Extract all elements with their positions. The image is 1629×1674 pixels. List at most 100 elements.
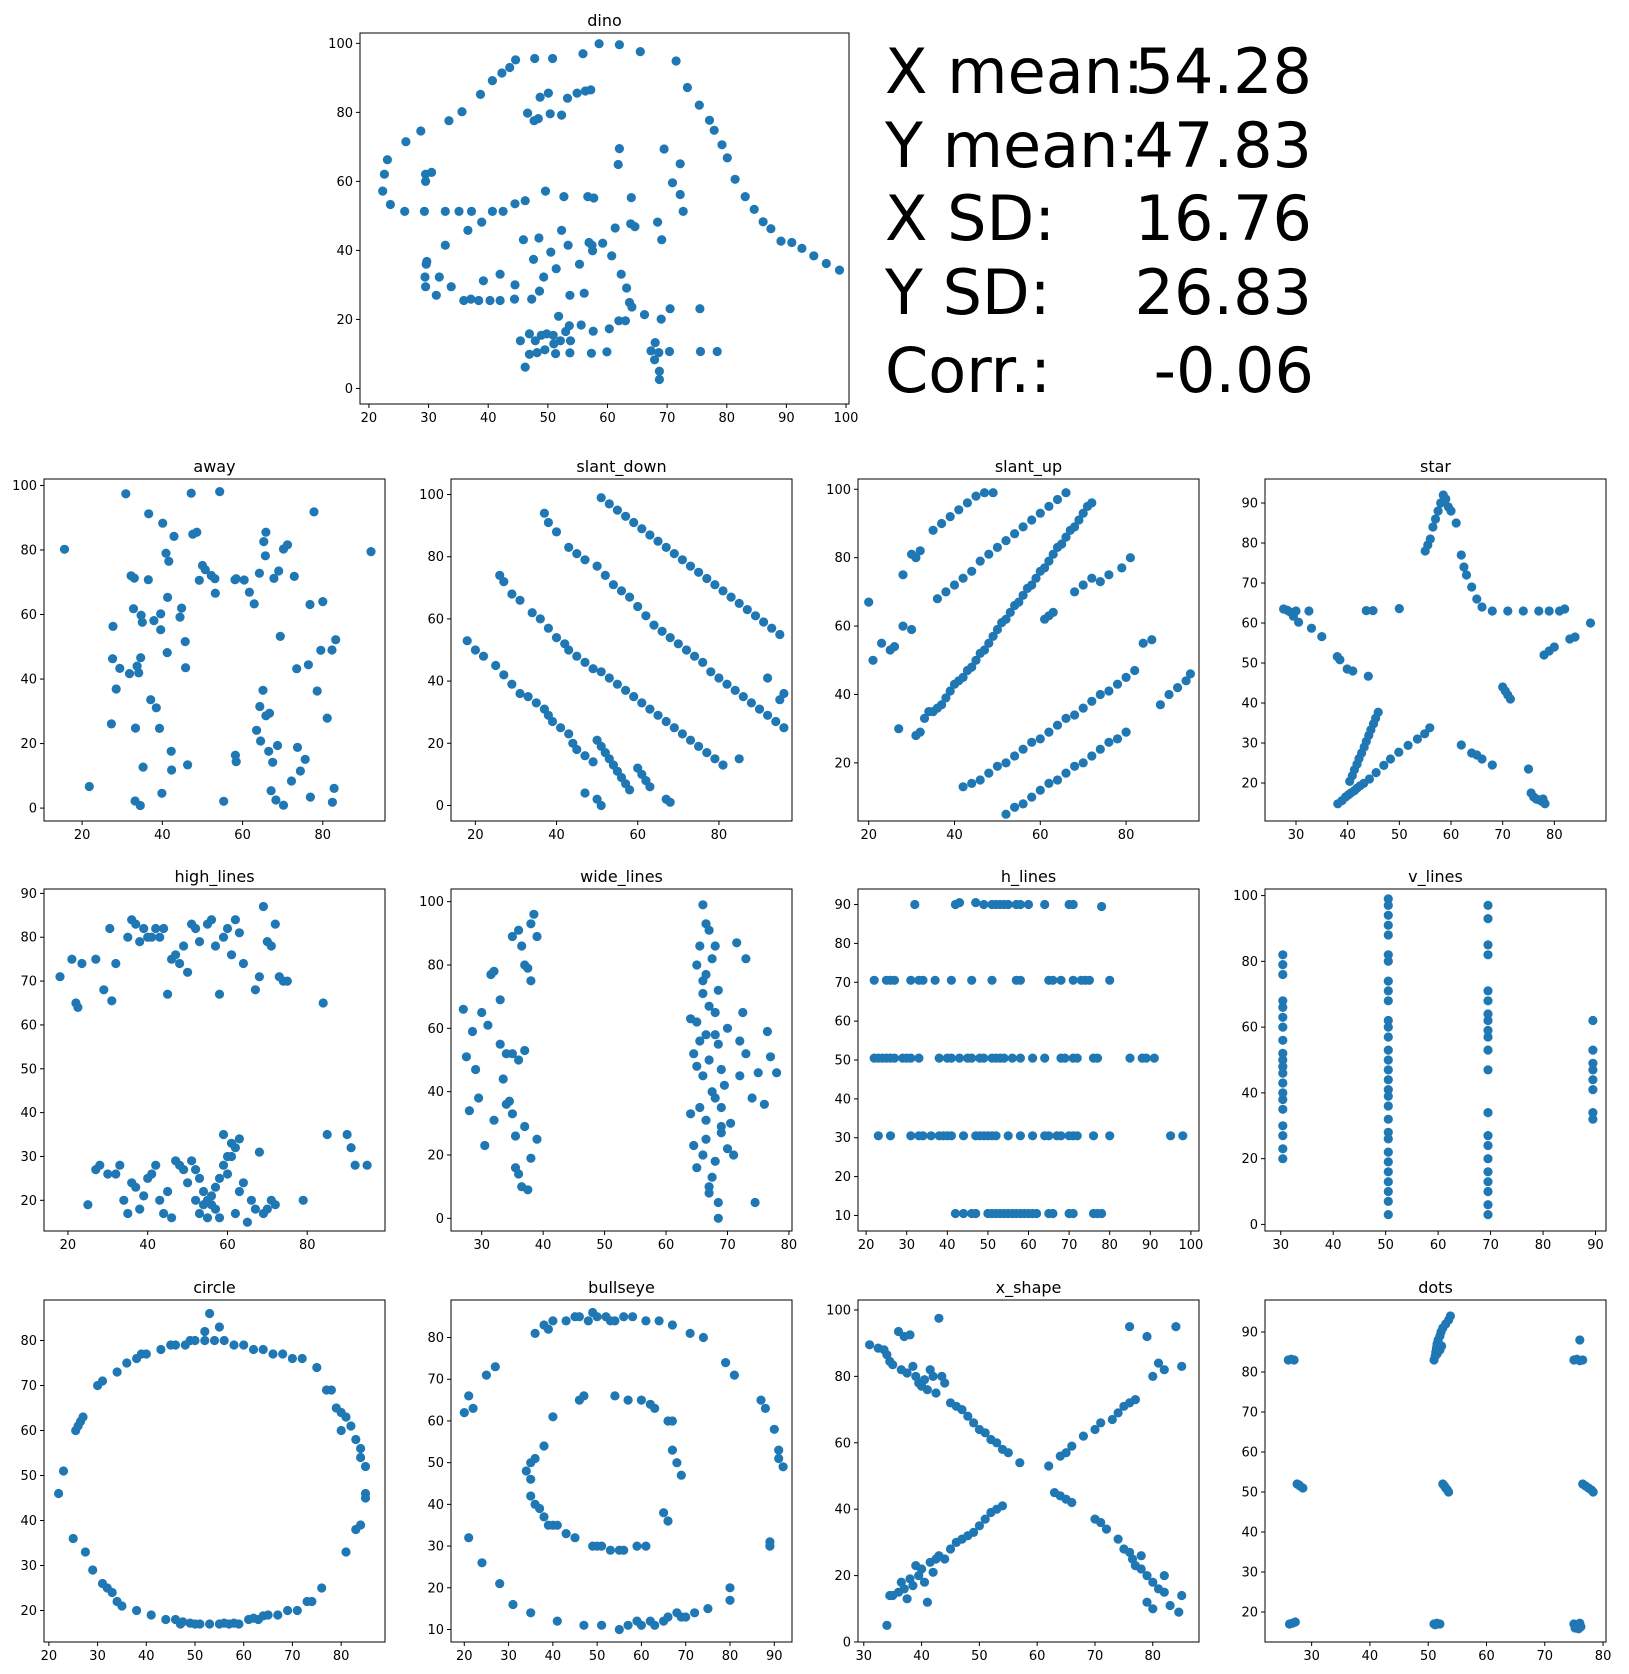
data-point xyxy=(210,574,220,584)
data-point xyxy=(686,1014,696,1024)
data-point xyxy=(915,546,925,556)
data-point xyxy=(190,1335,200,1346)
data-point xyxy=(667,178,678,188)
data-point xyxy=(945,1544,956,1554)
x-tick-label: 60 xyxy=(658,1238,675,1253)
panel-title: slant_up xyxy=(995,457,1062,477)
data-point xyxy=(1483,1045,1493,1055)
y-tick-label: 80 xyxy=(336,106,353,121)
data-point xyxy=(261,527,271,537)
x-tick-label: 40 xyxy=(139,1238,156,1253)
panel-title: slant_down xyxy=(576,457,666,477)
data-point xyxy=(459,1408,469,1418)
data-point xyxy=(971,1208,981,1219)
data-point xyxy=(1027,515,1037,525)
data-point xyxy=(980,1514,990,1524)
data-point xyxy=(1181,676,1191,686)
data-point xyxy=(540,345,550,355)
data-point xyxy=(1130,1395,1140,1405)
data-point xyxy=(1445,1311,1455,1321)
data-point xyxy=(163,989,173,999)
data-point xyxy=(198,1186,209,1197)
data-point xyxy=(625,785,635,795)
data-point xyxy=(170,1614,181,1625)
data-point xyxy=(596,800,606,811)
x-tick-label: 30 xyxy=(898,1238,915,1253)
data-point xyxy=(1147,635,1157,645)
data-point xyxy=(1061,713,1071,724)
x-tick-label: 60 xyxy=(599,411,616,426)
data-point xyxy=(1015,1458,1025,1468)
data-point xyxy=(341,1412,351,1422)
data-point xyxy=(1483,1154,1493,1164)
x-tick-label: 20 xyxy=(860,828,877,843)
data-point xyxy=(229,1340,239,1350)
data-point xyxy=(166,746,176,756)
data-point xyxy=(274,566,284,576)
data-point xyxy=(416,126,426,136)
data-point xyxy=(180,637,190,647)
axes-frame xyxy=(43,888,386,1232)
x-tick-label: 50 xyxy=(971,1649,988,1664)
data-point xyxy=(1173,683,1183,693)
data-point xyxy=(234,928,244,938)
data-point xyxy=(992,542,1003,553)
data-point xyxy=(665,304,675,314)
y-tick-label: 100 xyxy=(12,479,37,494)
data-point xyxy=(930,975,940,985)
y-tick-label: 0 xyxy=(1250,1218,1258,1233)
data-point xyxy=(908,1361,918,1371)
data-point xyxy=(1503,606,1513,616)
data-point xyxy=(1005,607,1015,618)
data-point xyxy=(1383,1210,1393,1220)
data-point xyxy=(695,346,706,357)
x-tick-label: 100 xyxy=(834,411,859,426)
data-point xyxy=(234,1134,244,1144)
data-point xyxy=(588,246,598,256)
data-point xyxy=(616,586,627,596)
data-point xyxy=(1483,1177,1493,1187)
data-point xyxy=(1588,1058,1598,1068)
data-point xyxy=(564,542,574,553)
data-point xyxy=(746,698,757,708)
data-point xyxy=(78,1412,88,1422)
data-point xyxy=(1028,1131,1038,1141)
data-point xyxy=(1361,606,1371,616)
data-point xyxy=(712,346,722,357)
y-tick-label: 60 xyxy=(20,1018,37,1033)
data-point xyxy=(535,614,545,624)
x-tick-label: 60 xyxy=(1430,1238,1447,1253)
data-point xyxy=(1483,914,1493,924)
data-point xyxy=(159,923,169,934)
x-mean-value: 54.28 xyxy=(1135,35,1313,108)
data-point xyxy=(532,348,542,358)
x-tick-label: 30 xyxy=(420,411,437,426)
panel-bullseye: bullseye 20 30 40 50 60 70 80 90 10 20 30 40 50 60 70 80 xyxy=(427,1278,793,1664)
axes-frame xyxy=(450,888,793,1232)
data-point xyxy=(1159,1571,1169,1581)
data-point xyxy=(1383,900,1393,911)
data-point xyxy=(918,975,928,985)
data-point xyxy=(917,1564,927,1574)
y-tick-label: 40 xyxy=(1241,1526,1258,1541)
data-point xyxy=(1291,606,1301,616)
data-point xyxy=(54,1488,64,1499)
data-point xyxy=(565,336,576,346)
data-point xyxy=(765,1541,775,1551)
data-point xyxy=(1570,632,1580,642)
data-point xyxy=(667,1445,678,1455)
scatter-points xyxy=(462,493,789,811)
data-point xyxy=(1078,508,1088,518)
data-point xyxy=(1078,703,1088,713)
data-point xyxy=(326,1385,336,1395)
data-point xyxy=(483,1020,493,1030)
data-point xyxy=(468,1403,478,1413)
data-point xyxy=(530,53,540,64)
x-tick-label: 20 xyxy=(456,1649,473,1664)
data-point xyxy=(255,701,265,712)
x-tick-label: 80 xyxy=(1101,1238,1118,1253)
x-tick-label: 40 xyxy=(480,411,497,426)
data-point xyxy=(477,217,487,227)
data-point xyxy=(561,1529,571,1539)
